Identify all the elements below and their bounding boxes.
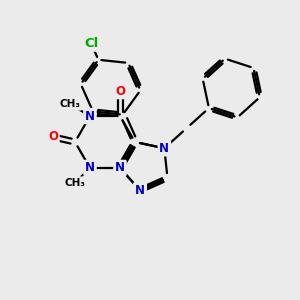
Text: CH₃: CH₃ <box>64 178 86 188</box>
Text: N: N <box>135 184 145 197</box>
Text: O: O <box>115 85 125 98</box>
Text: N: N <box>85 110 95 122</box>
Text: N: N <box>85 161 95 175</box>
Text: N: N <box>115 161 125 175</box>
Text: Cl: Cl <box>84 37 98 50</box>
Text: O: O <box>48 130 58 143</box>
Text: N: N <box>135 184 145 197</box>
Text: N: N <box>159 142 169 155</box>
Text: CH₃: CH₃ <box>59 99 80 109</box>
